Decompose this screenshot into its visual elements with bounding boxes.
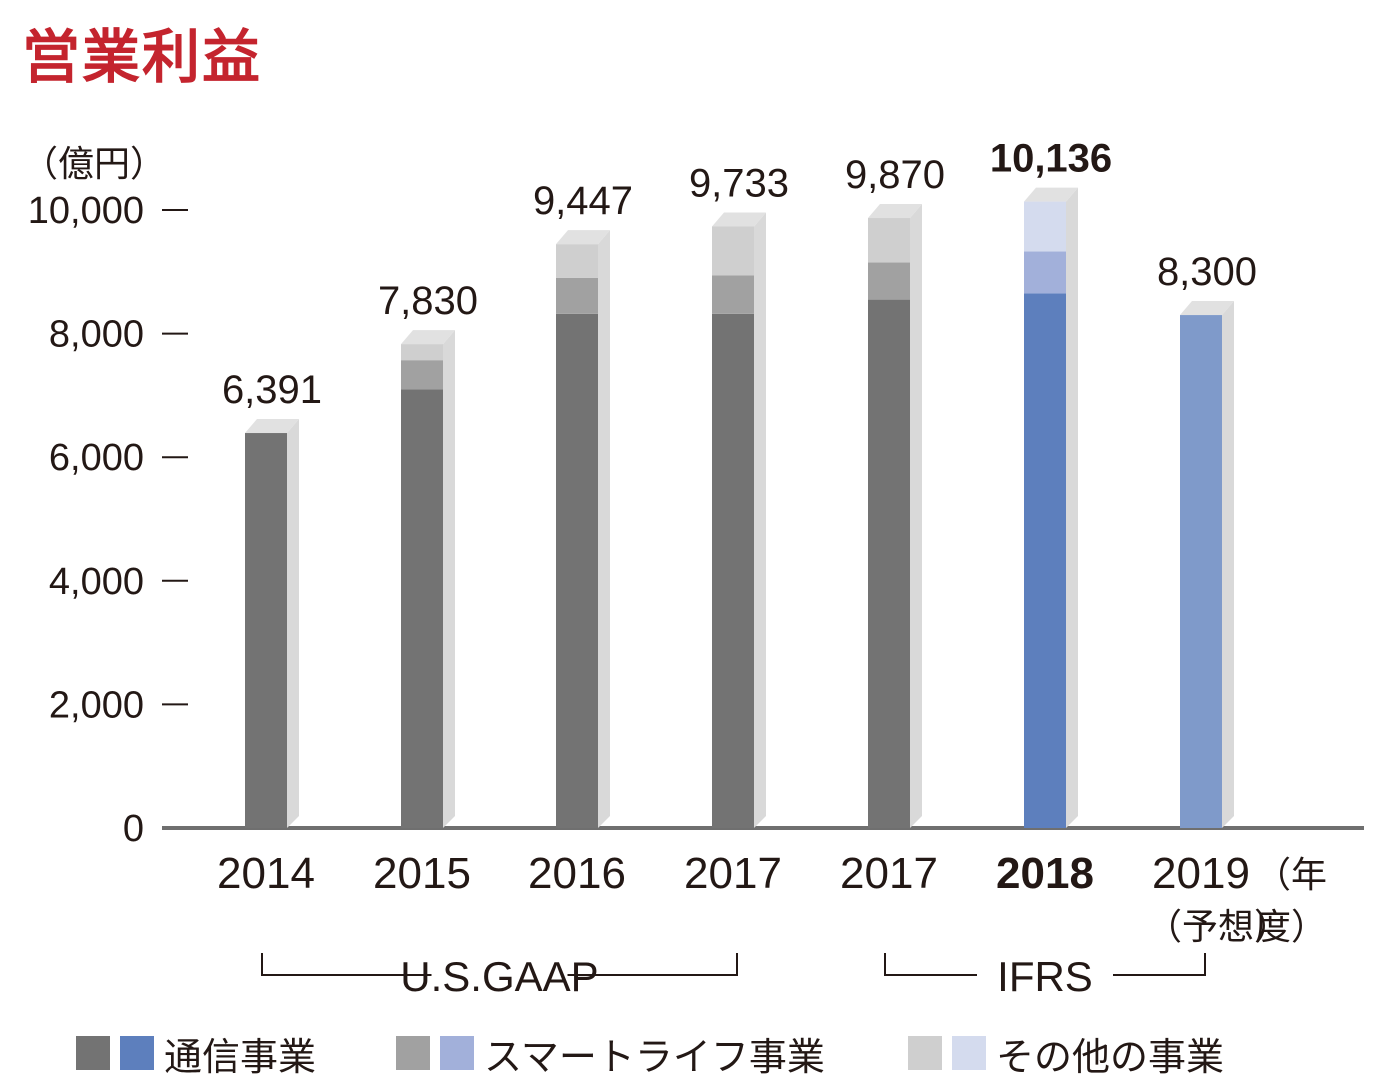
x-axis-unit-label: （年度） (1255, 855, 1328, 948)
legend: 通信事業 スマートライフ事業 その他の事業 (0, 1028, 1376, 1079)
bar-segment (1180, 315, 1222, 828)
y-tick-label: 4,000 (49, 561, 144, 603)
bar-side (754, 212, 766, 828)
bar-segment (401, 389, 443, 828)
bar-side (1066, 187, 1078, 828)
legend-label-other: その他の事業 (996, 1034, 1225, 1079)
data-label: 9,447 (533, 179, 633, 223)
data-label: 9,733 (689, 162, 789, 206)
data-label: 7,830 (378, 279, 478, 323)
data-label: 8,300 (1157, 250, 1257, 294)
y-tick-label: 6,000 (49, 437, 144, 479)
bar-top (868, 204, 922, 219)
bar-segment (556, 244, 598, 278)
bar-segment (712, 275, 754, 314)
bar-side (1222, 301, 1234, 828)
bar-top (401, 330, 455, 345)
legend-label-telecom: 通信事業 (164, 1034, 317, 1079)
bar-top (556, 230, 610, 245)
legend-swatch-smartlife-gaap (396, 1036, 430, 1070)
y-tick-label: 8,000 (49, 314, 144, 356)
data-label: 10,136 (990, 137, 1112, 181)
bar-segment (868, 218, 910, 263)
bar-segment (401, 360, 443, 390)
bar-top (712, 212, 766, 227)
forecast-note: （予想） (1146, 907, 1291, 948)
bar-chart: 0 2,000 4,000 6,000 8,000 10,000 6,391 2014 7,83… (28, 137, 1364, 1000)
bar-segment (868, 262, 910, 300)
y-tick-label: 2,000 (49, 684, 144, 726)
y-tick-label: 10,000 (28, 190, 144, 232)
bar-segment (245, 433, 287, 828)
bar-side (598, 230, 610, 828)
group-bracket (567, 953, 738, 976)
bar-top (1024, 187, 1078, 202)
legend-item-telecom: 通信事業 (76, 1028, 317, 1079)
x-tick-label: 2014 (217, 849, 315, 898)
legend-swatch-smartlife-ifrs (440, 1036, 474, 1070)
chart-title: 営業利益 (22, 23, 263, 91)
group-bracket (261, 953, 432, 976)
legend-item-other: その他の事業 (908, 1028, 1225, 1079)
legend-label-smartlife: スマートライフ事業 (484, 1034, 825, 1079)
y-tick-label: 0 (123, 808, 144, 850)
data-label: 9,870 (845, 153, 945, 197)
y-axis-unit-label: （億円） (22, 144, 167, 185)
bar-top (1180, 301, 1234, 316)
legend-item-smartlife: スマートライフ事業 (396, 1028, 825, 1079)
legend-swatch-other-ifrs (952, 1036, 986, 1070)
x-tick-label: 2016 (528, 849, 626, 898)
bar-side (287, 419, 299, 828)
legend-swatch-telecom-gaap (76, 1036, 110, 1070)
bar-segment (401, 344, 443, 361)
bar-segment (1024, 251, 1066, 294)
x-tick-label: 2017 (840, 849, 938, 898)
group-bracket (1113, 953, 1206, 976)
group-bracket (884, 953, 977, 976)
group-label: U.S.GAAP (400, 953, 598, 1000)
bar-segment (1024, 201, 1066, 252)
bar-segment (868, 299, 910, 828)
x-tick-label: 2018 (996, 849, 1094, 898)
x-tick-label: 2015 (373, 849, 471, 898)
x-tick-label: 2017 (684, 849, 782, 898)
bar-segment (712, 226, 754, 276)
legend-swatch-telecom-ifrs (120, 1036, 154, 1070)
x-tick-label: 2019 (1152, 849, 1250, 898)
bar-segment (556, 277, 598, 314)
group-label: IFRS (997, 953, 1093, 1000)
bar-side (443, 330, 455, 828)
bar-segment (712, 313, 754, 829)
bar-top (245, 419, 299, 434)
legend-swatch-other-gaap (908, 1036, 942, 1070)
bar-side (910, 204, 922, 828)
data-label: 6,391 (222, 368, 322, 412)
bar-segment (1024, 293, 1066, 828)
bar-segment (556, 313, 598, 829)
